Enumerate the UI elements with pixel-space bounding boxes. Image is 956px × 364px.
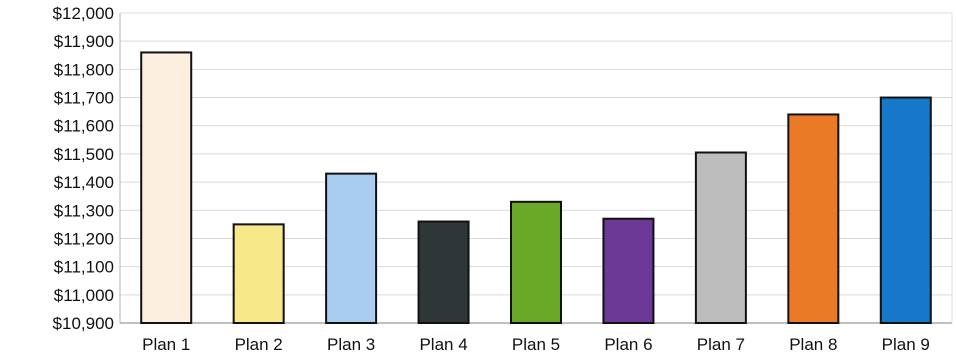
y-tick-label: $11,200 xyxy=(54,229,114,248)
y-tick-label: $10,900 xyxy=(53,314,114,333)
bars xyxy=(140,51,932,325)
y-tick-label: $11,600 xyxy=(54,117,114,136)
bar-plan-6 xyxy=(602,217,655,325)
bar-plan-9 xyxy=(879,96,932,324)
y-tick-label: $11,700 xyxy=(54,89,114,108)
y-tick-label: $11,400 xyxy=(54,173,114,192)
x-tick-label: Plan 5 xyxy=(512,335,560,354)
x-tick-label: Plan 7 xyxy=(697,335,745,354)
bar-plan-1 xyxy=(140,51,193,324)
x-tick-label: Plan 4 xyxy=(419,335,467,354)
bar-plan-8 xyxy=(787,113,840,324)
x-tick-label: Plan 9 xyxy=(882,335,930,354)
y-tick-labels: $10,900 $11,000 $11,100 $11,200 $11,300 $11,4… xyxy=(53,4,114,333)
x-tick-label: Plan 3 xyxy=(327,335,375,354)
bar-plan-3 xyxy=(325,172,378,324)
x-tick-label: Plan 1 xyxy=(142,335,190,354)
y-tick-label: $11,000 xyxy=(54,286,114,305)
y-tick-label: $11,500 xyxy=(54,145,114,164)
y-tick-label: $11,300 xyxy=(54,201,114,220)
x-tick-labels: Plan 1 Plan 2 Plan 3 Plan 4 Plan 5 Plan 6 Plan… xyxy=(142,335,930,354)
y-tick-label: $11,800 xyxy=(54,60,114,79)
x-tick-label: Plan 6 xyxy=(604,335,652,354)
bar-plan-7 xyxy=(694,151,747,324)
x-tick-label: Plan 2 xyxy=(235,335,283,354)
bar-plan-5 xyxy=(510,200,562,324)
y-tick-label: $11,900 xyxy=(54,32,114,51)
y-tick-label: $11,100 xyxy=(54,258,114,277)
bar-plan-4 xyxy=(417,220,470,324)
bar-plan-2 xyxy=(232,223,285,324)
y-tick-label: $12,000 xyxy=(53,4,114,23)
x-tick-label: Plan 8 xyxy=(789,335,837,354)
